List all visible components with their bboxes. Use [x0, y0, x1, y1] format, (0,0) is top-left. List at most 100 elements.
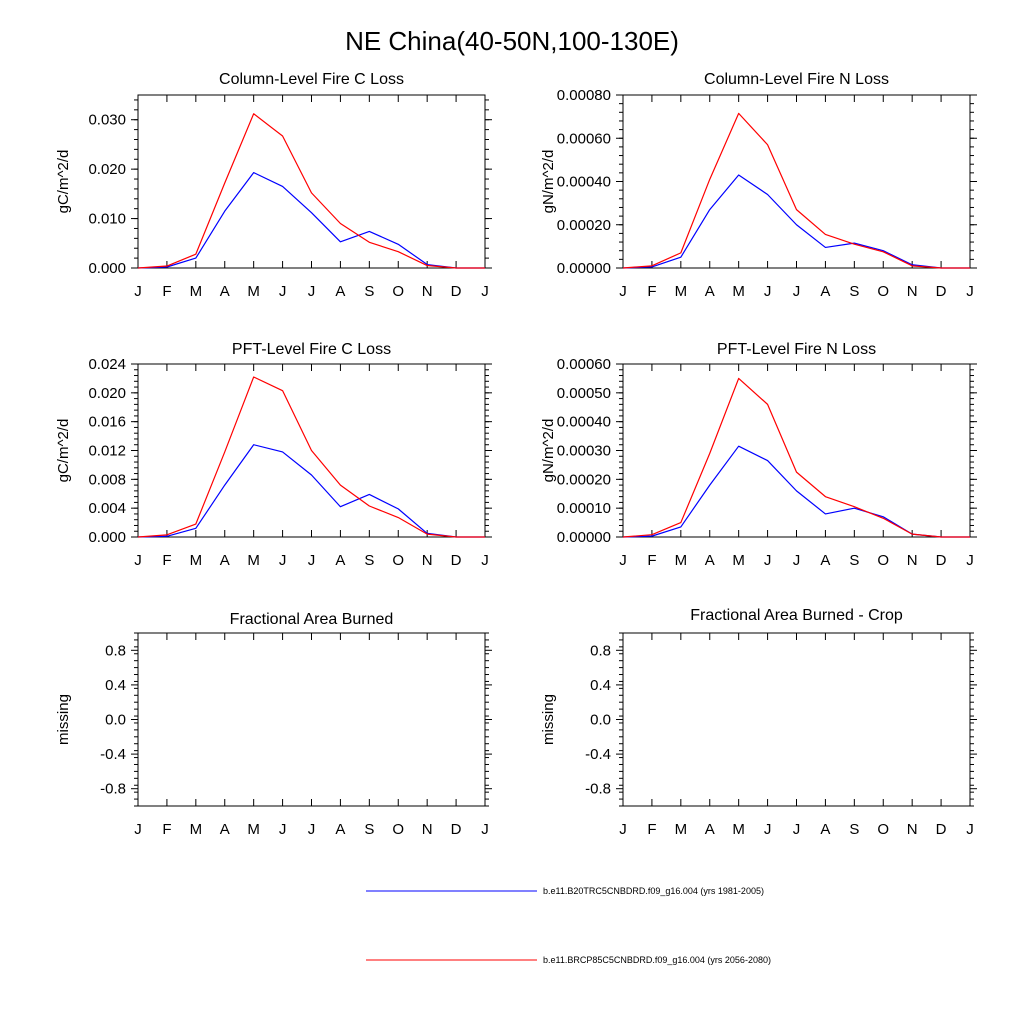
x-tick-label: M — [732, 821, 745, 838]
x-tick-label: M — [190, 283, 203, 300]
y-tick-label: -0.4 — [585, 746, 611, 763]
x-tick-label: F — [647, 552, 656, 569]
x-tick-label: A — [220, 821, 230, 838]
x-tick-label: M — [732, 552, 745, 569]
x-tick-label: J — [619, 821, 627, 838]
plot-frame — [622, 363, 971, 538]
x-tick-label: O — [877, 552, 889, 569]
y-tick-label: 0.00060 — [557, 130, 611, 147]
y-axis-label: gN/m^2/d — [540, 150, 557, 214]
y-tick-label: 0.008 — [88, 471, 126, 488]
y-tick-label: 0.4 — [105, 677, 126, 694]
figure-title: NE China(40-50N,100-130E) — [345, 26, 679, 56]
y-tick-label: 0.8 — [105, 642, 126, 659]
x-tick-label: D — [936, 283, 947, 300]
y-tick-label: 0.030 — [88, 112, 126, 129]
y-tick-label: 0.012 — [88, 443, 126, 460]
series-line-1 — [622, 174, 970, 269]
x-tick-label: J — [134, 821, 142, 838]
y-tick-label: 0.00030 — [557, 443, 611, 460]
x-tick-label: M — [190, 821, 203, 838]
y-axis-label: gC/m^2/d — [55, 150, 72, 214]
x-tick-label: F — [162, 552, 171, 569]
x-tick-label: D — [451, 283, 462, 300]
y-tick-label: 0.000 — [88, 260, 126, 277]
y-tick-label: 0.00080 — [557, 87, 611, 104]
x-tick-label: A — [820, 283, 830, 300]
x-tick-label: O — [392, 821, 404, 838]
x-tick-label: J — [279, 552, 287, 569]
x-tick-label: A — [705, 821, 715, 838]
panel-title: PFT-Level Fire N Loss — [717, 341, 876, 358]
y-tick-label: 0.00000 — [557, 529, 611, 546]
x-tick-label: D — [936, 552, 947, 569]
plot-frame — [622, 632, 971, 807]
y-tick-label: 0.016 — [88, 414, 126, 431]
y-tick-label: 0.024 — [88, 356, 126, 373]
x-tick-label: J — [481, 552, 489, 569]
x-tick-label: O — [392, 552, 404, 569]
x-tick-label: J — [764, 821, 772, 838]
y-tick-label: 0.00040 — [557, 174, 611, 191]
y-tick-label: 0.0 — [590, 712, 611, 729]
legend: b.e11.B20TRC5CNBDRD.f09_g16.004 (yrs 198… — [366, 886, 771, 965]
x-tick-label: A — [705, 283, 715, 300]
y-axis-label: missing — [55, 694, 72, 745]
x-tick-label: A — [820, 552, 830, 569]
x-tick-label: S — [364, 821, 374, 838]
x-tick-label: F — [162, 283, 171, 300]
plot-frame — [137, 632, 486, 807]
y-tick-label: 0.8 — [590, 642, 611, 659]
x-tick-label: M — [190, 552, 203, 569]
y-tick-label: -0.8 — [585, 781, 611, 798]
x-tick-label: N — [907, 283, 918, 300]
y-tick-label: 0.000 — [88, 529, 126, 546]
y-tick-label: 0.00050 — [557, 385, 611, 402]
panel-title: Column-Level Fire N Loss — [704, 71, 889, 88]
x-tick-label: J — [793, 552, 801, 569]
y-tick-label: -0.4 — [100, 746, 126, 763]
panel-title: Fractional Area Burned — [230, 611, 394, 628]
x-tick-label: N — [907, 552, 918, 569]
x-tick-label: J — [279, 283, 287, 300]
x-tick-label: M — [247, 552, 260, 569]
x-tick-label: F — [647, 821, 656, 838]
series-line-1 — [622, 445, 970, 538]
y-tick-label: 0.020 — [88, 161, 126, 178]
y-tick-label: 0.00060 — [557, 356, 611, 373]
panel-title: Column-Level Fire C Loss — [219, 71, 404, 88]
series-line-1 — [137, 172, 485, 269]
y-tick-label: 0.00020 — [557, 471, 611, 488]
x-tick-label: A — [335, 821, 345, 838]
y-tick-label: 0.00000 — [557, 260, 611, 277]
x-tick-label: A — [335, 552, 345, 569]
plot-frame — [137, 94, 486, 269]
y-tick-label: -0.8 — [100, 781, 126, 798]
x-tick-label: M — [247, 283, 260, 300]
x-tick-label: J — [308, 821, 316, 838]
panel-title: Fractional Area Burned - Crop — [690, 607, 903, 624]
panel-title: PFT-Level Fire C Loss — [232, 341, 391, 358]
x-tick-label: J — [966, 821, 974, 838]
x-tick-label: J — [308, 552, 316, 569]
legend-label-series-1: b.e11.B20TRC5CNBDRD.f09_g16.004 (yrs 198… — [543, 886, 764, 896]
x-tick-label: A — [220, 552, 230, 569]
x-tick-label: J — [481, 283, 489, 300]
x-tick-label: F — [647, 283, 656, 300]
plot-frame — [622, 94, 971, 269]
x-tick-label: D — [451, 552, 462, 569]
x-tick-label: J — [279, 821, 287, 838]
series-line-2 — [622, 377, 970, 538]
x-tick-label: M — [675, 821, 688, 838]
x-tick-label: S — [849, 821, 859, 838]
x-tick-label: J — [619, 283, 627, 300]
x-tick-label: J — [793, 283, 801, 300]
series-line-2 — [137, 113, 485, 269]
